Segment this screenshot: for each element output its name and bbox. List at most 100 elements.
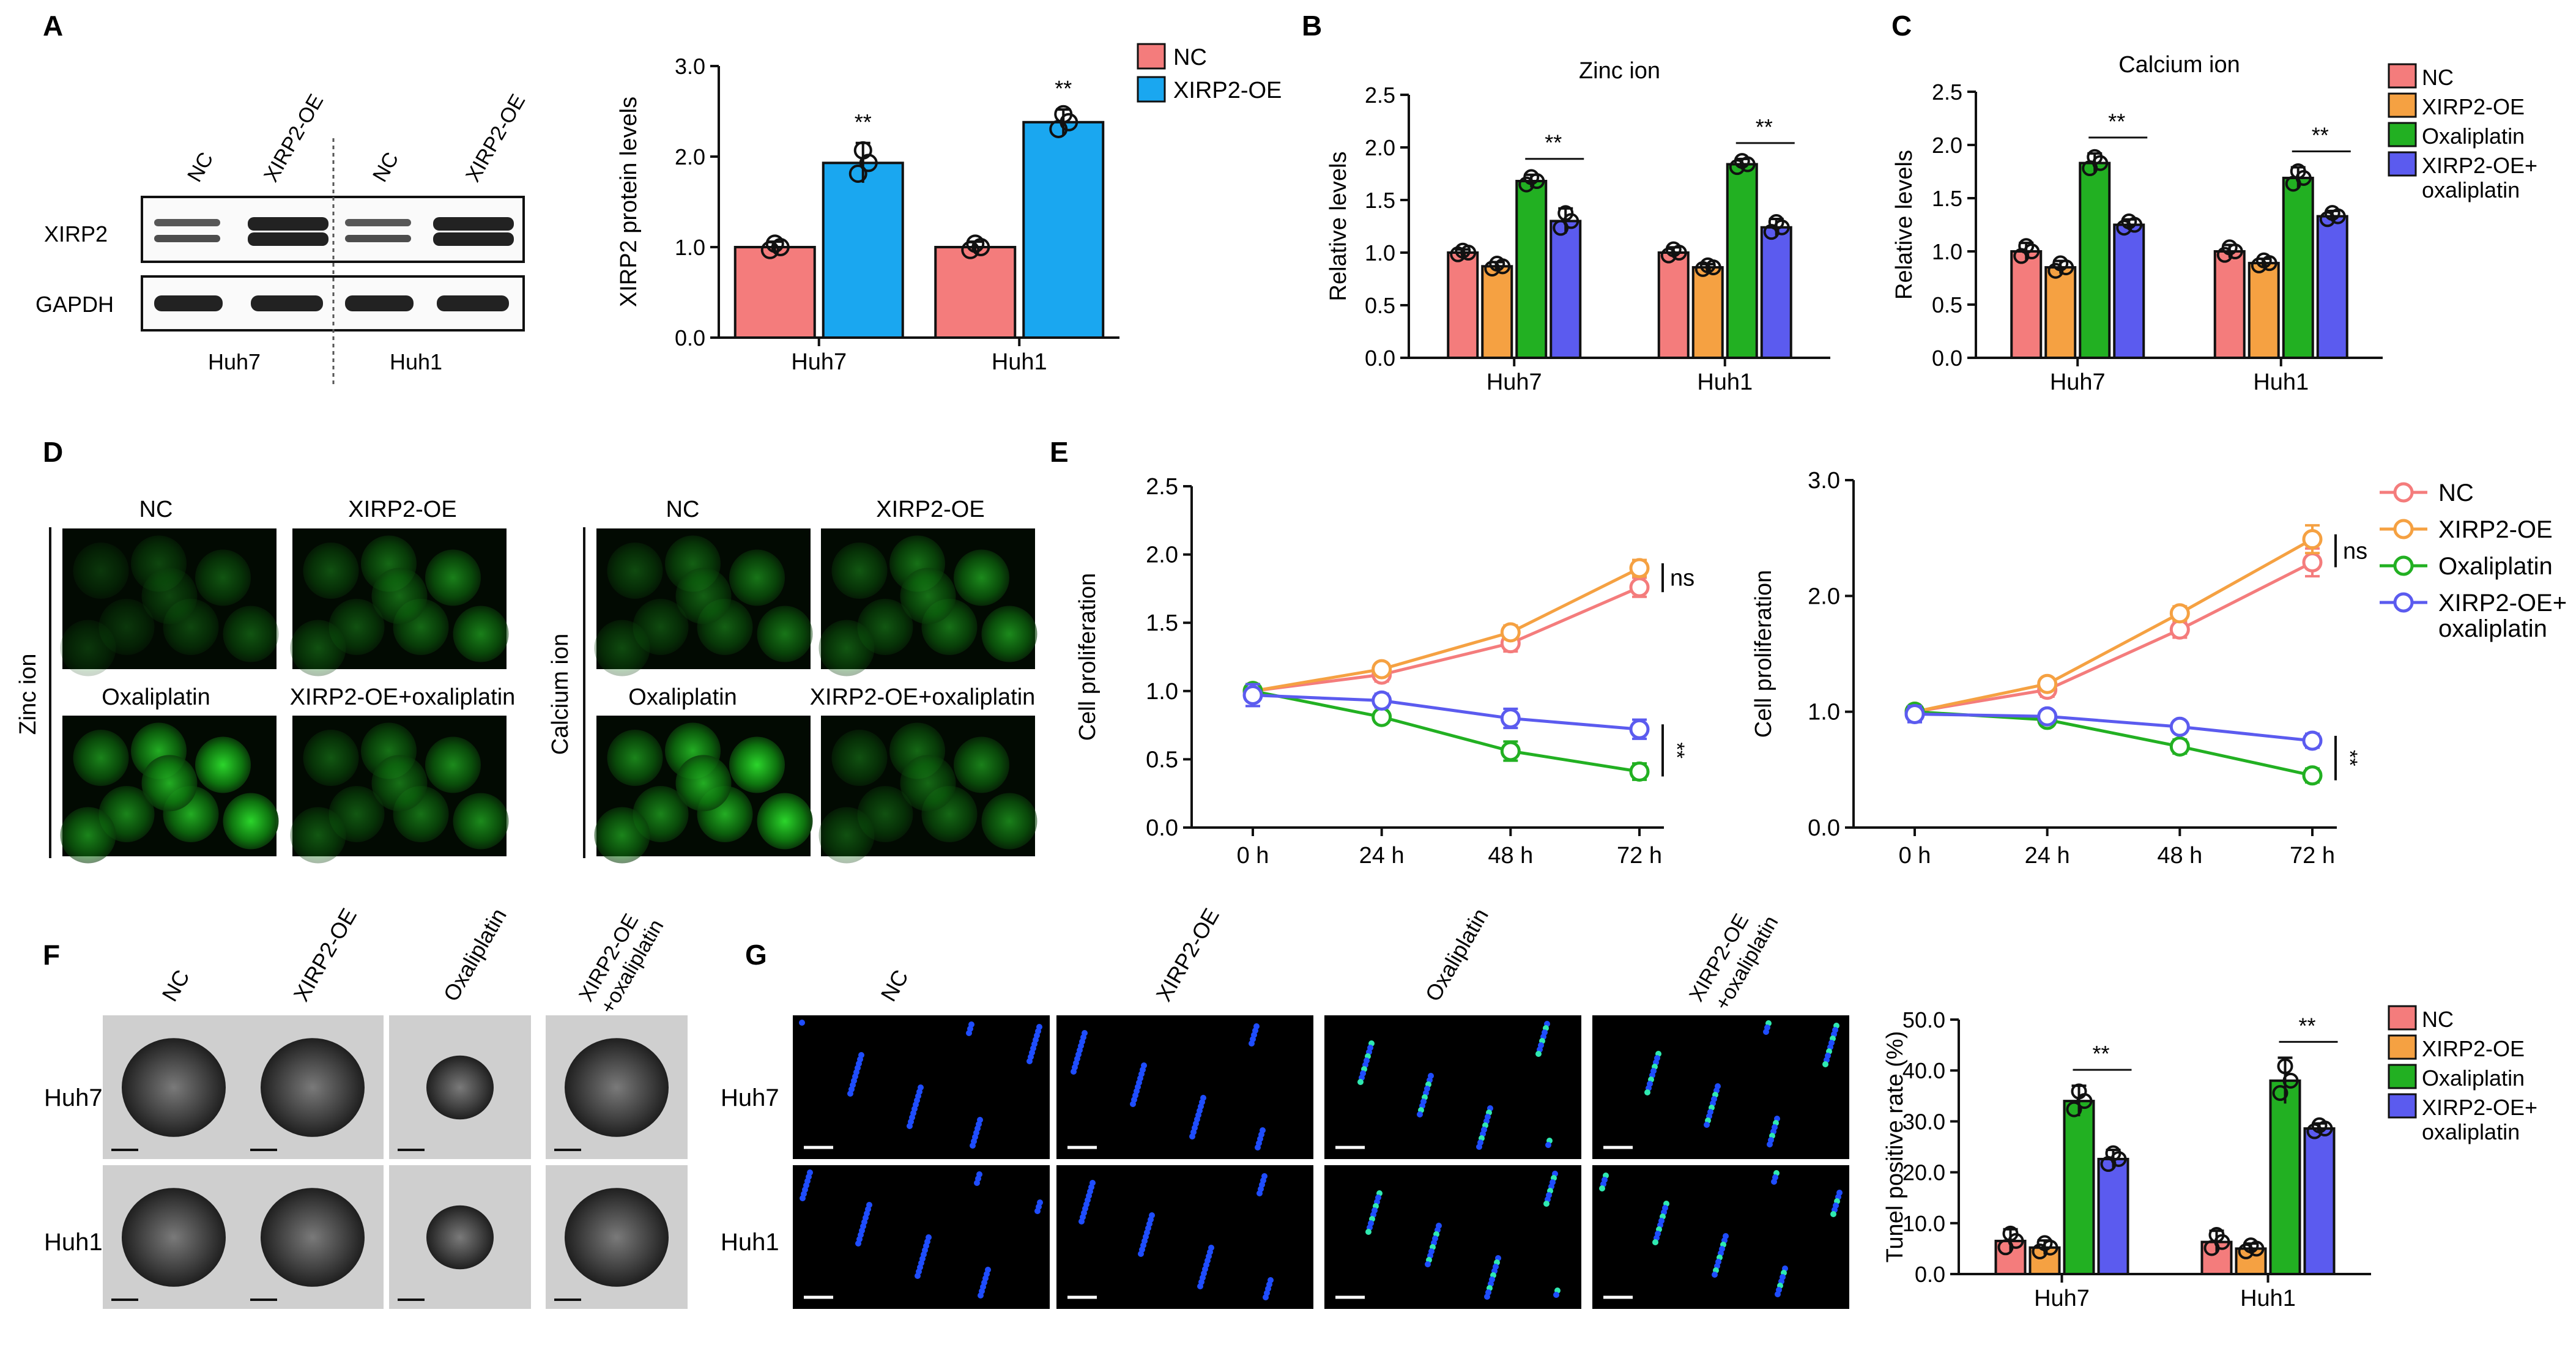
blot-band — [437, 295, 509, 311]
cell-nucleus — [303, 730, 359, 786]
y-tick-label: 2.0 — [675, 144, 705, 169]
significance-label: ** — [1545, 130, 1562, 155]
tunel-dot — [1255, 1144, 1261, 1150]
data-point — [1529, 173, 1545, 190]
data-point — [1242, 684, 1263, 705]
tunel-dot — [907, 1123, 913, 1129]
blot-cell-label: Huh7 — [208, 349, 261, 374]
blot-band — [345, 235, 411, 242]
tunel-dot — [1130, 1101, 1136, 1107]
legend-e: NC XIRP2-OE Oxaliplatin XIRP2-OE+ oxaliplati… — [2380, 480, 2567, 642]
legend-swatch — [2388, 1093, 2417, 1119]
y-tick-label: 0.0 — [675, 325, 705, 350]
y-tick-label: 2.0 — [1146, 543, 1178, 568]
data-point — [859, 154, 878, 172]
bar — [1691, 266, 1724, 359]
tunel-dot — [1071, 1069, 1077, 1075]
cell-nucleus — [371, 755, 428, 812]
blot-band — [248, 217, 328, 231]
col-label: Oxaliplatin — [438, 904, 511, 1006]
tunel-dot — [1078, 1218, 1085, 1225]
annotation-label: ns — [2343, 538, 2367, 564]
data-point — [1500, 708, 1521, 728]
cell-nucleus — [818, 807, 875, 864]
y-tick-label: 2.5 — [1365, 83, 1395, 108]
y-tick-label: 1.5 — [1146, 610, 1178, 636]
data-point — [2169, 736, 2190, 757]
tunel-dot — [1543, 1201, 1550, 1207]
legend-marker — [2393, 482, 2414, 503]
tunel-dot — [1476, 1144, 1482, 1150]
legend-label-line: XIRP2-OE — [2438, 516, 2553, 543]
bar — [2316, 215, 2348, 359]
blot-band — [433, 232, 514, 246]
x-tick-label: Huh7 — [2050, 369, 2106, 395]
blot-row-label: GAPDH — [35, 292, 114, 317]
tunel-dot — [1034, 1208, 1041, 1214]
tunel-dot — [1484, 1294, 1490, 1300]
legend-label: XIRP2-OE+ oxaliplatin — [2422, 1095, 2537, 1144]
data-point — [971, 238, 990, 256]
cell-nucleus — [900, 568, 956, 624]
legend-marker — [2393, 555, 2414, 576]
x-tick-label: 24 h — [2025, 843, 2070, 869]
img-label: NC — [666, 497, 700, 522]
blot-lane-label: XIRP2-OE — [461, 91, 530, 186]
y-tick-label: 30.0 — [1902, 1109, 1945, 1134]
bar — [1760, 226, 1792, 359]
data-point — [1500, 741, 1521, 761]
tunel-dot — [1712, 1272, 1718, 1278]
x-tick-label: Huh1 — [1697, 369, 1753, 395]
col-label: NC — [157, 965, 195, 1006]
legend-label-line: XIRP2-OE — [2422, 94, 2525, 119]
data-point — [1372, 690, 1392, 711]
cell-nucleus — [425, 549, 481, 606]
bar — [1657, 251, 1690, 359]
chart-e-proliferation-2: 0.0 1.0 2.0 3.0 0 h 24 h 48 h 72 h Cell prolifer… — [1751, 468, 2367, 869]
col-label: NC — [875, 965, 913, 1006]
series-line — [1252, 689, 1640, 773]
tunel-dot — [1822, 1061, 1828, 1067]
data-point — [2058, 259, 2074, 276]
data-point — [1629, 761, 1650, 782]
y-tick-label: 0.0 — [1808, 815, 1840, 841]
tunel-dot — [1189, 1133, 1195, 1139]
cell-nucleus — [757, 606, 813, 662]
blot-band — [251, 295, 323, 311]
panel-f-images — [103, 1015, 688, 1309]
y-tick-label: 10.0 — [1902, 1211, 1945, 1236]
data-point — [1484, 261, 1501, 277]
y-tick-label: 40.0 — [1902, 1058, 1945, 1083]
panel-label-E: E — [1050, 436, 1069, 468]
y-tick-label: 3.0 — [1808, 468, 1840, 494]
series-line — [1914, 538, 2314, 714]
blot-band — [345, 219, 411, 226]
tunel-dot — [1026, 1058, 1033, 1064]
legend-label-line: oxaliplatin — [2422, 177, 2520, 202]
legend-label: XIRP2-OE — [1173, 78, 1282, 103]
tunel-dot — [974, 1180, 980, 1186]
y-tick-label: 2.0 — [1365, 135, 1395, 160]
tunel-image — [1056, 1015, 1313, 1159]
bar — [2010, 250, 2043, 359]
cell-nucleus — [141, 568, 198, 624]
data-point — [2302, 552, 2323, 572]
data-point — [2214, 1234, 2230, 1250]
data-point — [1060, 113, 1078, 132]
tunel-dot — [1775, 1291, 1781, 1297]
tunel-image — [1324, 1165, 1581, 1309]
y-tick-label: 0.0 — [1915, 1262, 1945, 1287]
bar — [2213, 250, 2246, 359]
data-point — [1629, 577, 1650, 598]
legend-label: Oxaliplatin — [2422, 1065, 2525, 1091]
y-tick-label: 1.0 — [1365, 240, 1395, 265]
tunel-dot — [1771, 1179, 1777, 1185]
tunel-dot — [1263, 1294, 1269, 1300]
data-point — [2110, 1150, 2127, 1167]
x-tick-label: 24 h — [1359, 843, 1405, 869]
cell-nucleus — [195, 736, 251, 793]
spheroid — [122, 1038, 226, 1137]
legend-swatch — [2388, 151, 2417, 177]
img-label: XIRP2-OE+oxaliplatin — [290, 684, 516, 710]
legend-a: NC XIRP2-OE — [1137, 43, 1282, 103]
